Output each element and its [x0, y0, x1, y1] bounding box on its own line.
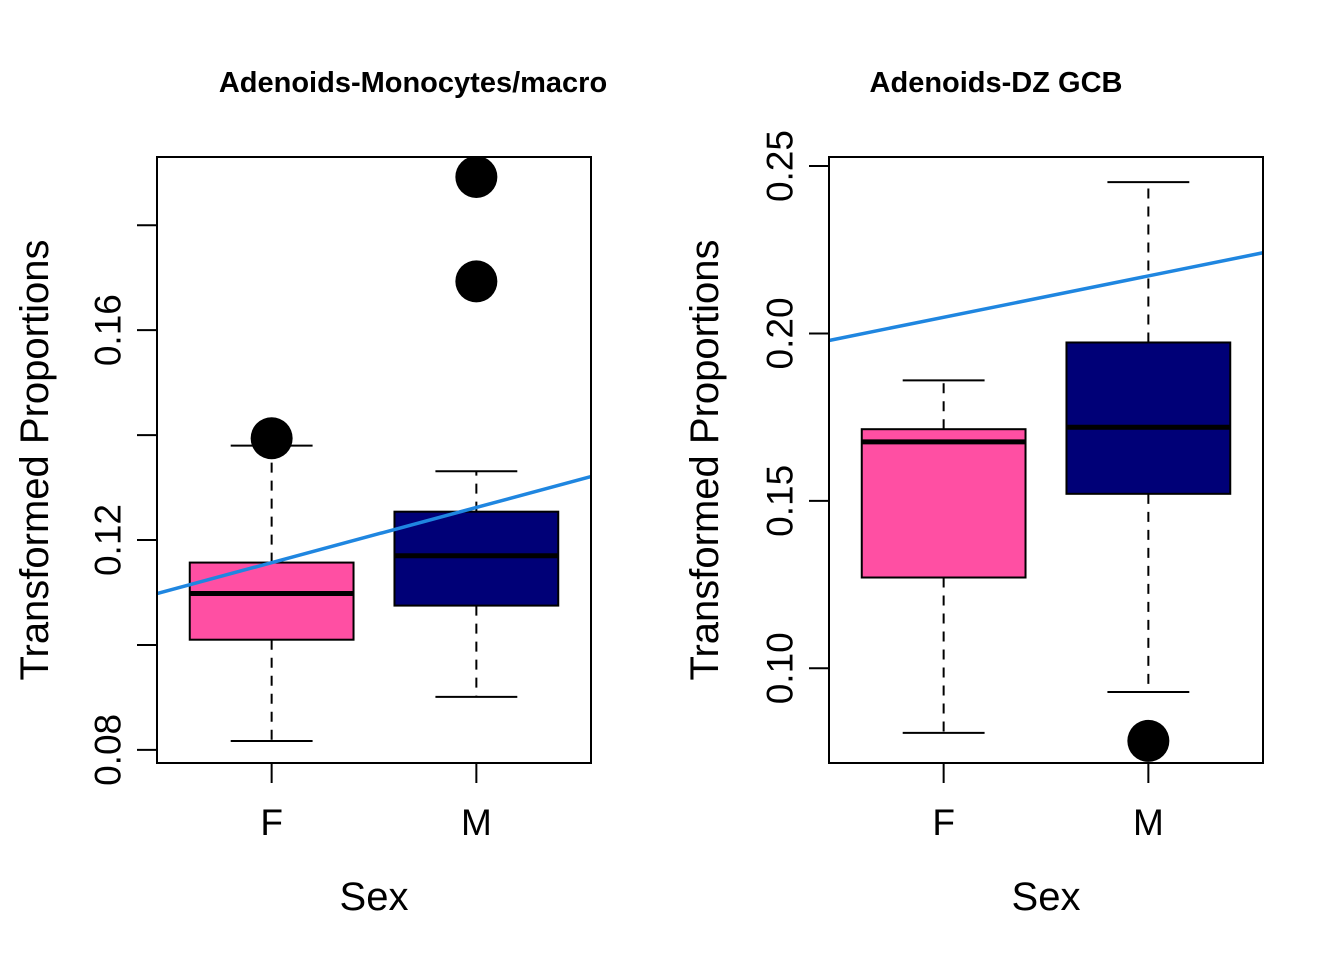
trend-line [156, 474, 592, 596]
x-tick-label: M [461, 802, 492, 843]
y-tick-label: 0.15 [760, 465, 801, 537]
outlier-point [455, 155, 498, 198]
x-tick-label: F [932, 802, 955, 843]
outlier-point [455, 260, 498, 303]
x-tick-label: F [260, 802, 283, 843]
box-F [188, 417, 355, 742]
outlier-point [250, 417, 293, 460]
x-axis-label: Sex [340, 875, 409, 919]
x-tick-label: M [1133, 802, 1164, 843]
plot-frame [828, 156, 1264, 764]
y-tick-label: 0.12 [88, 504, 129, 576]
box-iqr [860, 428, 1027, 579]
box-iqr [188, 561, 355, 641]
y-tick-label: 0.16 [88, 294, 129, 366]
panel-2: Adenoids-DZ GCB 0.10 0.15 0.20 0.25 F M Sex Tran… [683, 67, 1264, 919]
y-tick-label: 0.08 [88, 714, 129, 786]
outlier-point [1127, 719, 1170, 762]
x-axis-label: Sex [1012, 875, 1081, 919]
panel-1: Adenoids-Monocytes/macro 0.08 0.12 0.16 F M Se… [13, 67, 607, 919]
y-tick-label: 0.20 [760, 297, 801, 369]
y-axis-label: Transformed Proportions [683, 240, 727, 681]
box-iqr [393, 510, 560, 607]
box-M [1065, 181, 1232, 762]
box-F [860, 379, 1027, 734]
trend-line [828, 251, 1264, 343]
chart-title: Adenoids-Monocytes/macro [219, 67, 607, 99]
y-axis-label: Transformed Proportions [13, 240, 57, 681]
chart-title: Adenoids-DZ GCB [870, 67, 1123, 99]
box-M [393, 155, 560, 698]
box-iqr [1065, 341, 1232, 495]
y-tick-label: 0.25 [760, 130, 801, 202]
plot-frame [156, 156, 592, 764]
y-tick-label: 0.10 [760, 632, 801, 704]
